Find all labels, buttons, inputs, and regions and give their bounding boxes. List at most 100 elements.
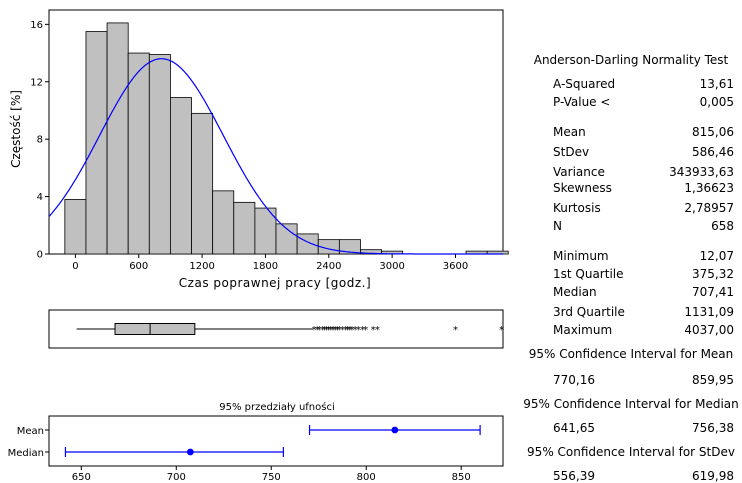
stat-label-p-value: P-Value < bbox=[553, 95, 611, 109]
boxplot-outlier: * bbox=[335, 325, 340, 336]
ci-x-tick-label: 800 bbox=[357, 472, 376, 482]
boxplot-outlier: * bbox=[322, 325, 327, 336]
boxplot-frame bbox=[48, 309, 504, 349]
histogram-bar bbox=[127, 52, 150, 255]
ci-x-tick-label: 850 bbox=[452, 472, 471, 482]
boxplot-outlier: * bbox=[350, 325, 355, 336]
histogram-bar bbox=[338, 239, 361, 255]
ci-x-tick-label: 700 bbox=[167, 472, 186, 482]
boxplot-outlier: * bbox=[353, 325, 358, 336]
histogram-bar bbox=[212, 190, 235, 255]
boxplot-outlier: * bbox=[371, 325, 376, 336]
ci-stdev-title: 95% Confidence Interval for StDev bbox=[527, 445, 735, 459]
boxplot-outlier: * bbox=[317, 325, 322, 336]
stat-value-kurtosis: 2,78957 bbox=[684, 201, 734, 215]
boxplot-outlier: * bbox=[375, 325, 380, 336]
stat-value-stdev: 586,46 bbox=[692, 145, 734, 159]
x-tick-label: 2400 bbox=[316, 261, 341, 272]
histogram-bar bbox=[106, 22, 129, 255]
ci-point-estimate bbox=[186, 448, 194, 456]
stat-label-skewness: Skewness bbox=[553, 181, 612, 195]
boxplot-outlier: * bbox=[347, 325, 352, 336]
normality-test-title: Anderson-Darling Normality Test bbox=[533, 53, 729, 67]
ci-stdev-upper: 619,98 bbox=[692, 469, 734, 483]
boxplot-outlier: * bbox=[340, 325, 345, 336]
boxplot-outlier: * bbox=[343, 325, 348, 336]
histogram-bar bbox=[170, 97, 192, 255]
stat-value-minimum: 12,07 bbox=[699, 249, 734, 263]
ci-point-estimate bbox=[391, 426, 399, 434]
stat-label-a-squared: A-Squared bbox=[553, 77, 616, 91]
ci-chart-title: 95% przedziały ufności bbox=[219, 401, 335, 413]
stat-value-variance: 343933,63 bbox=[669, 165, 734, 179]
stat-value-q1: 375,32 bbox=[692, 267, 734, 281]
ci-median-lower: 641,65 bbox=[553, 421, 595, 435]
boxplot-outlier: * bbox=[328, 325, 333, 336]
boxplot-outlier: * bbox=[312, 325, 317, 336]
stat-value-a-squared: 13,61 bbox=[699, 77, 734, 91]
x-tick-label: 3000 bbox=[379, 261, 404, 272]
stat-value-mean: 815,06 bbox=[692, 125, 734, 139]
histogram-bar bbox=[85, 31, 108, 255]
boxplot-outlier: * bbox=[453, 325, 458, 336]
ci-label-median: Median bbox=[8, 448, 44, 459]
stat-label-stdev: StDev bbox=[553, 145, 590, 159]
stat-value-skewness: 1,36623 bbox=[684, 181, 734, 195]
ci-frame bbox=[48, 415, 504, 467]
stat-label-q1: 1st Quartile bbox=[553, 267, 624, 281]
boxplot-outlier: * bbox=[320, 325, 325, 336]
ci-stdev-lower: 556,39 bbox=[553, 469, 595, 483]
boxplot-outlier: * bbox=[345, 325, 350, 336]
histogram-bar bbox=[191, 112, 214, 255]
stat-label-variance: Variance bbox=[553, 165, 605, 179]
boxplot-outlier: * bbox=[363, 325, 368, 336]
x-tick-label: 3600 bbox=[443, 261, 468, 272]
histogram-bar bbox=[148, 54, 171, 255]
stat-value-median: 707,41 bbox=[692, 285, 734, 299]
x-tick-label: 1200 bbox=[189, 261, 214, 272]
x-tick-label: 600 bbox=[129, 261, 148, 272]
x-tick-label: 1800 bbox=[253, 261, 278, 272]
stat-label-q3: 3rd Quartile bbox=[553, 305, 625, 319]
summary-chart: 0 600 1200 1800 2400 3000 3600 0 4 8 12 16 Czas pop… bbox=[8, 9, 509, 482]
stat-value-q3: 1131,09 bbox=[684, 305, 734, 319]
ci-mean-upper: 859,95 bbox=[692, 373, 734, 387]
stat-value-n: 658 bbox=[711, 219, 734, 233]
stat-label-maximum: Maximum bbox=[553, 323, 613, 337]
boxplot-panel: ******************* ** * * * * bbox=[48, 309, 504, 349]
y-tick-label: 16 bbox=[30, 20, 43, 31]
stat-value-maximum: 4037,00 bbox=[684, 323, 734, 337]
boxplot-outlier: * bbox=[360, 325, 365, 336]
histogram-bar bbox=[64, 199, 87, 255]
ci-mean-lower: 770,16 bbox=[553, 373, 595, 387]
y-tick-label: 8 bbox=[37, 135, 43, 146]
ci-median-title: 95% Confidence Interval for Median bbox=[523, 397, 739, 411]
histogram-panel: 0 600 1200 1800 2400 3000 3600 0 4 8 12 16 bbox=[30, 9, 509, 272]
stat-value-p-value: 0,005 bbox=[699, 95, 734, 109]
boxplot-outlier: * bbox=[326, 325, 331, 336]
ci-median-upper: 756,38 bbox=[692, 421, 734, 435]
ci-label-mean: Mean bbox=[17, 426, 44, 437]
histogram-ylabel: Częstość [%] bbox=[9, 90, 23, 168]
boxplot-outlier: * bbox=[333, 325, 338, 336]
ci-panel: 650 700 750 800 850 bbox=[45, 415, 504, 482]
x-tick-label: 0 bbox=[72, 261, 78, 272]
histogram-bar bbox=[233, 201, 256, 255]
stats-panel: Anderson-Darling Normality Test A-Square… bbox=[520, 0, 742, 483]
stat-label-mean: Mean bbox=[553, 125, 586, 139]
ci-x-tick-label: 750 bbox=[262, 472, 281, 482]
boxplot-outlier: * bbox=[331, 325, 336, 336]
boxplot-outlier: * bbox=[337, 325, 342, 336]
boxplot-outlier: * bbox=[356, 325, 361, 336]
ci-x-tick-label: 650 bbox=[72, 472, 91, 482]
histogram-bar bbox=[296, 233, 319, 255]
normal-curve bbox=[48, 58, 503, 255]
boxplot-box bbox=[114, 323, 196, 335]
stat-label-kurtosis: Kurtosis bbox=[553, 201, 601, 215]
y-tick-label: 0 bbox=[37, 250, 43, 261]
boxplot-outlier: * bbox=[499, 325, 504, 336]
histogram-xlabel: Czas poprawnej pracy [godz.] bbox=[179, 276, 371, 290]
boxplot-outlier: * bbox=[324, 325, 329, 336]
ci-mean-title: 95% Confidence Interval for Mean bbox=[528, 347, 734, 361]
stat-label-minimum: Minimum bbox=[553, 249, 609, 263]
